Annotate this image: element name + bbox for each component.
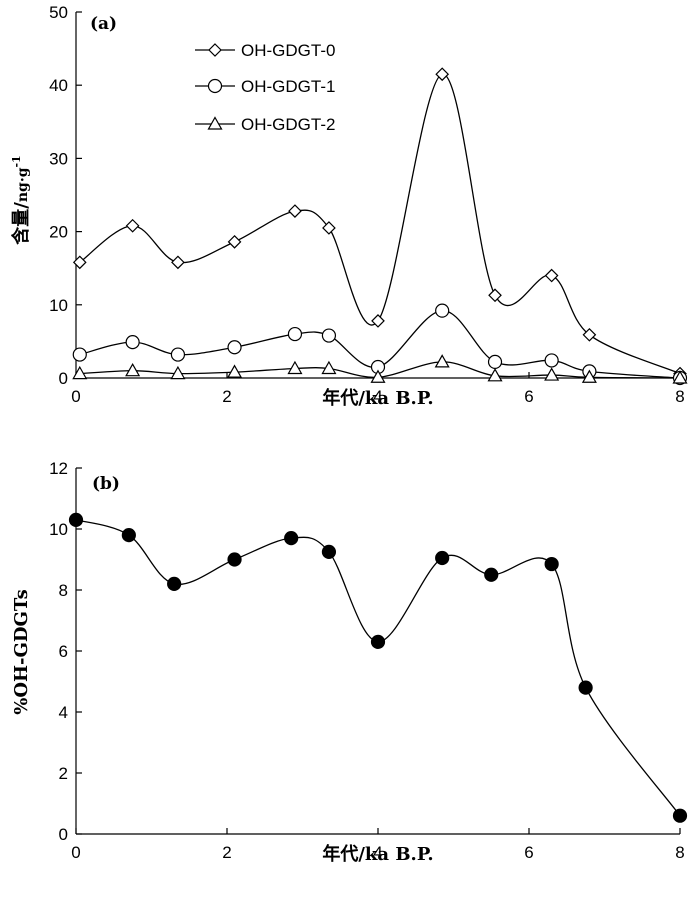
- panel-a-series-markers: [72, 67, 688, 386]
- panel-b-y-tick-label: 6: [59, 642, 68, 661]
- panel-a-data-point: [125, 218, 140, 233]
- panel-a-data-point: [125, 362, 141, 377]
- svg-text:含量/ng·g-1: 含量/ng·g-1: [10, 155, 32, 244]
- panel-a-data-point: [581, 369, 597, 383]
- panel-a-y-tick-label: 10: [49, 296, 68, 315]
- panel-a-x-tick-label: 6: [524, 387, 533, 406]
- panel-a-data-point: [487, 354, 503, 369]
- panel-b-data-point: [227, 552, 242, 567]
- panel-b-x-tick-label: 2: [222, 843, 231, 862]
- panel-a-x-axis-title: 年代/ka B.P.: [322, 387, 433, 409]
- panel-b-series-markers: [68, 512, 688, 823]
- panel-b-data-point: [435, 550, 450, 566]
- panel-b-data-point: [370, 634, 386, 649]
- panel-b-series-lines: [75, 519, 681, 817]
- panel-a-y-tick-label: 0: [59, 369, 68, 388]
- panel-a-data-point: [672, 370, 688, 384]
- panel-a-data-point: [287, 360, 303, 375]
- panel-b-data-point: [121, 527, 136, 543]
- panel-a-x-tick-label: 8: [675, 387, 684, 406]
- panel-a-data-point: [227, 364, 243, 378]
- panel-a-data-point: [287, 326, 303, 342]
- panel-a-data-point: [72, 347, 87, 362]
- panel-a-y-axis-title: 含量/ng·g-1: [10, 155, 32, 244]
- panel-a-data-point: [371, 314, 385, 328]
- panel-b-label: (b): [92, 474, 120, 494]
- panel-a-y-tick-label: 40: [49, 76, 68, 95]
- panel-a-legend: OH-GDGT-0 OH-GDGT-1 OH-GDGT-2: [195, 41, 335, 134]
- panel-b-x-axis-title: 年代/ka B.P.: [322, 843, 433, 865]
- panel-a-data-point: [321, 360, 337, 375]
- panel-b-data-point: [68, 512, 84, 527]
- panel-b-y-tick-label: 4: [59, 703, 68, 722]
- panel-b-x-tick-label: 4: [373, 843, 382, 862]
- panel-a-y-tick-label: 50: [49, 3, 68, 22]
- legend-item-oh-gdgt-2: OH-GDGT-2: [195, 115, 335, 134]
- panel-a-data-point: [487, 368, 503, 382]
- panel-b-x-tick-label: 6: [524, 843, 533, 862]
- panel-a-data-point: [171, 255, 185, 270]
- panel-b-y-tick-label: 8: [59, 581, 68, 600]
- legend-label-0: OH-GDGT-0: [241, 41, 335, 60]
- panel-b-series-line-0: [75, 519, 681, 817]
- panel-a-data-point: [544, 353, 559, 368]
- legend-label-2: OH-GDGT-2: [241, 115, 335, 134]
- legend-item-oh-gdgt-0: OH-GDGT-0: [195, 41, 335, 60]
- panel-b-data-point: [167, 576, 182, 592]
- panel-a-y-tick-label: 20: [49, 223, 68, 242]
- panel-a-y-title-unit: ng·g: [15, 167, 31, 202]
- panel-a-data-point: [170, 365, 186, 380]
- panel-a-data-point: [227, 234, 242, 249]
- legend-diamond-marker: [208, 43, 222, 57]
- panel-b-y-tick-label: 0: [59, 825, 68, 844]
- panel-b-data-point: [578, 680, 593, 695]
- panel-a-data-point: [288, 204, 302, 218]
- panel-a-data-point: [170, 347, 186, 362]
- panel-a-data-point: [125, 335, 140, 350]
- panel-b-y-ticks: 0 2 4 6 8 10 12: [49, 459, 82, 844]
- panel-b-data-point: [672, 808, 688, 823]
- panel-a-data-point: [321, 328, 337, 343]
- panel-b-x-ticks: 0 2 4 6 8: [71, 828, 685, 862]
- panel-a-data-point: [434, 354, 450, 368]
- panel-a-x-tick-label: 0: [71, 387, 80, 406]
- panel-a-data-point: [544, 268, 559, 283]
- panel-b-x-tick-label: 8: [675, 843, 684, 862]
- panel-a-data-point: [435, 303, 450, 318]
- panel-a-label: (a): [90, 14, 117, 34]
- panel-b-data-point: [284, 531, 299, 546]
- panel-a-y-title-exp: -1: [10, 155, 23, 167]
- panel-a-y-ticks: 0 10 20 30 40 50: [49, 3, 82, 388]
- legend-circle-marker: [207, 78, 223, 94]
- panel-a-data-point: [435, 67, 450, 82]
- legend-triangle-marker: [207, 116, 223, 130]
- panel-a-data-point: [227, 340, 242, 355]
- panel-a-y-tick-label: 30: [49, 149, 68, 168]
- panel-b-x-tick-label: 0: [71, 843, 80, 862]
- panel-a-data-point: [370, 369, 386, 383]
- panel-a-x-tick-label: 4: [373, 387, 382, 406]
- panel-a-data-point: [582, 327, 597, 342]
- legend-label-1: OH-GDGT-1: [241, 77, 335, 96]
- panel-b-y-axis-title-group: %OH-GDGTs: [11, 589, 32, 715]
- chart-panel-a: 0 10 20 30 40 50 0 2 4 6 8 (a) OH-GDGT-0 OH-GDGT-…: [10, 3, 688, 409]
- panel-a-data-point: [322, 221, 336, 235]
- panel-a-data-point: [72, 365, 88, 380]
- panel-b-data-point: [544, 556, 559, 572]
- panel-a-x-tick-label: 2: [222, 387, 231, 406]
- panel-a-data-point: [544, 367, 560, 381]
- panel-b-y-axis-title: %OH-GDGTs: [11, 589, 32, 715]
- legend-item-oh-gdgt-1: OH-GDGT-1: [195, 77, 335, 96]
- panel-b-y-tick-label: 10: [49, 520, 68, 539]
- panel-a-y-title-main: 含量/: [10, 202, 32, 245]
- panel-a-data-point: [72, 255, 87, 270]
- panel-a-data-point: [488, 288, 502, 303]
- panel-b-data-point: [484, 567, 499, 582]
- panel-b-data-point: [321, 544, 337, 559]
- panel-b-y-tick-label: 2: [59, 764, 68, 783]
- chart-panel-b: 0 2 4 6 8 10 12 0 2 4 6 8 (b) 年代/ka B.P. %OH-GDGTs: [11, 459, 688, 865]
- panel-b-y-tick-label: 12: [49, 459, 68, 478]
